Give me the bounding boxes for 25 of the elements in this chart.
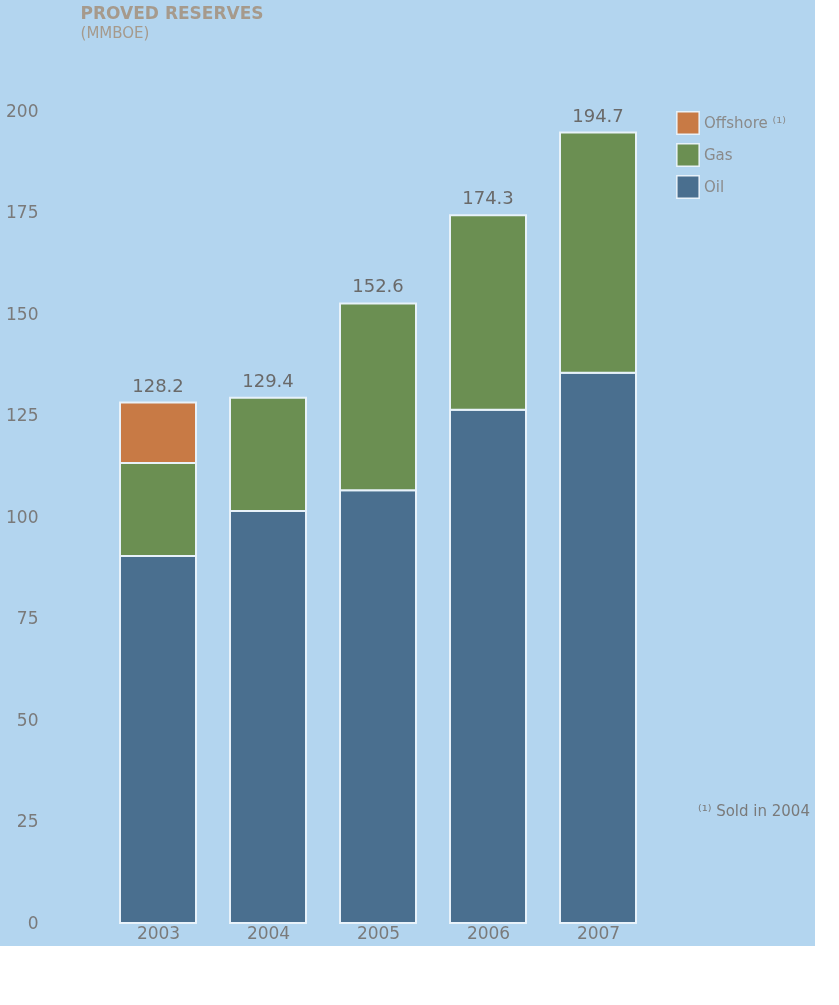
chart-title: PROVED RESERVES xyxy=(80,3,264,23)
x-tick-label: 2003 xyxy=(136,922,181,943)
legend-label: Oil xyxy=(704,178,725,196)
x-tick-label: 2005 xyxy=(356,922,401,943)
chart-subtitle: (MMBOE) xyxy=(80,24,150,42)
legend-label: Gas xyxy=(704,146,733,164)
legend-label: Offshore ⁽¹⁾ xyxy=(704,114,786,132)
y-tick-label: 0 xyxy=(27,912,39,933)
y-tick-label: 75 xyxy=(16,608,39,628)
x-tick-label: 2004 xyxy=(246,922,291,943)
y-tick-label: 50 xyxy=(16,709,39,730)
y-tick-label: 125 xyxy=(6,405,39,425)
y-tick-label: 150 xyxy=(6,303,39,324)
text: ⁽¹⁾ Sold in 2004 xyxy=(698,802,810,820)
y-tick-label: 200 xyxy=(6,100,39,121)
x-tick-label: 2006 xyxy=(466,922,511,943)
total-label: 129.4 xyxy=(242,369,294,391)
total-label: 194.7 xyxy=(572,104,624,126)
y-tick-label: 175 xyxy=(6,202,39,222)
y-tick-label: 100 xyxy=(6,506,39,527)
y-tick-label: 25 xyxy=(16,811,39,831)
x-tick-label: 2007 xyxy=(576,922,621,943)
total-label: 152.6 xyxy=(352,275,404,297)
total-label: 128.2 xyxy=(132,374,184,396)
total-label: 174.3 xyxy=(462,187,514,209)
